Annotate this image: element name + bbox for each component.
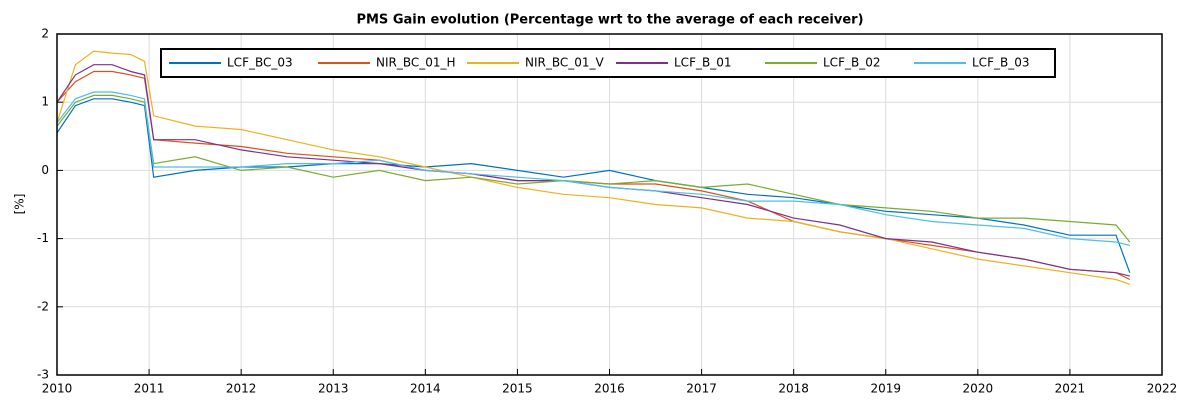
x-tick-label: 2010 — [42, 382, 73, 396]
chart-title: PMS Gain evolution (Percentage wrt to th… — [356, 13, 863, 28]
y-tick-label: -3 — [37, 368, 49, 382]
x-tick-label: 2021 — [1055, 382, 1086, 396]
legend-label: LCF_BC_03 — [227, 56, 293, 70]
legend-label: LCF_B_03 — [972, 56, 1029, 70]
y-tick-label: 2 — [41, 27, 49, 41]
x-tick-label: 2022 — [1147, 382, 1177, 396]
x-tick-label: 2011 — [134, 382, 165, 396]
series-line — [56, 50, 1130, 285]
series-line — [56, 64, 1130, 277]
legend-box — [160, 48, 1056, 78]
y-tick-label: 1 — [41, 95, 49, 109]
y-axis-label: [%] — [13, 194, 27, 215]
legend-label: LCF_B_01 — [674, 56, 731, 70]
x-tick-label: 2016 — [594, 382, 625, 396]
y-tick-label: -2 — [37, 299, 49, 313]
x-tick-label: 2013 — [318, 382, 349, 396]
x-tick-label: 2017 — [686, 382, 717, 396]
series-line — [56, 94, 1131, 243]
x-tick-label: 2020 — [963, 382, 994, 396]
legend-label: LCF_B_02 — [823, 56, 880, 70]
legend-label: NIR_BC_01_V — [525, 56, 605, 70]
series-line — [56, 91, 1130, 246]
legend-label: NIR_BC_01_H — [376, 56, 456, 70]
x-tick-label: 2014 — [410, 382, 441, 396]
x-tick-label: 2019 — [870, 382, 901, 396]
y-tick-label: -1 — [37, 231, 49, 245]
series-line — [56, 98, 1131, 273]
x-tick-label: 2018 — [778, 382, 809, 396]
x-tick-label: 2015 — [502, 382, 533, 396]
y-tick-label: 0 — [41, 163, 49, 177]
x-tick-label: 2012 — [226, 382, 257, 396]
plot-frame — [56, 33, 1163, 376]
